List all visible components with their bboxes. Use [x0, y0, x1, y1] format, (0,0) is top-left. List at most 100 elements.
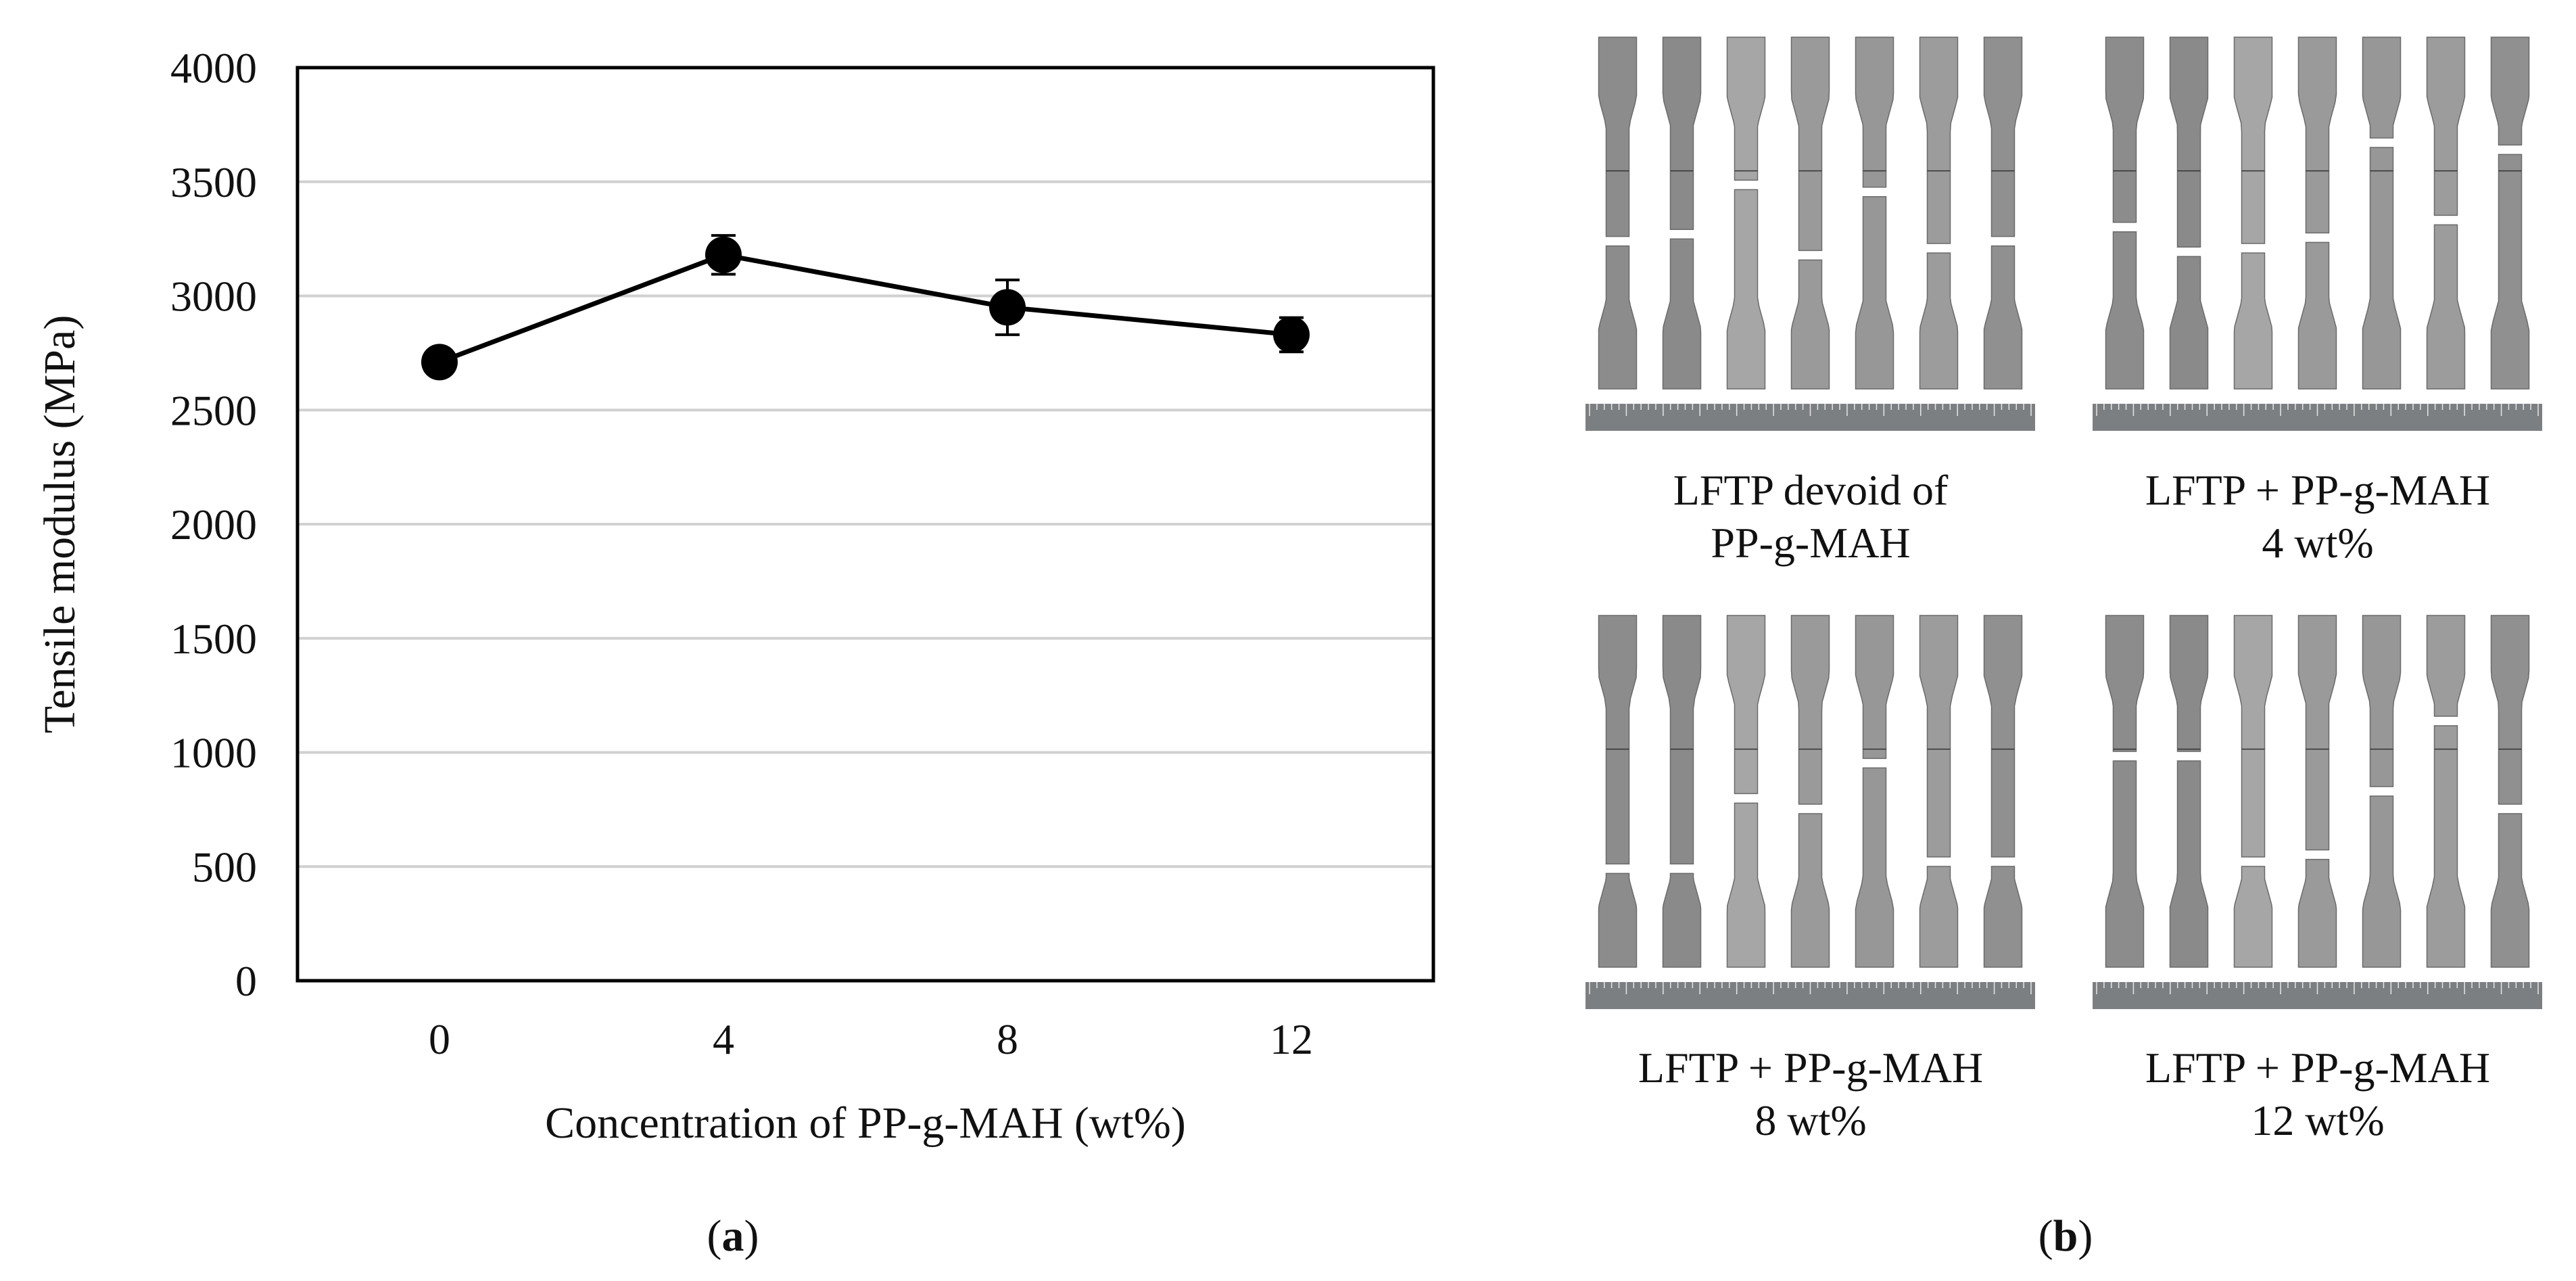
x-tick-label: 0 — [429, 1015, 450, 1063]
caption-8wt: LFTP + PP-g-MAH 8 wt% — [1567, 1042, 2054, 1147]
specimen-upper-half — [1662, 37, 1702, 230]
specimen-upper-half — [2105, 37, 2145, 223]
specimen-upper-half — [2169, 37, 2209, 248]
caption-12wt: LFTP + PP-g-MAH 12 wt% — [2074, 1042, 2561, 1147]
specimen-lower-half — [1983, 245, 2023, 390]
specimen-upper-half — [2426, 615, 2466, 717]
specimen-upper-half — [2297, 615, 2337, 851]
y-tick-label: 500 — [192, 843, 257, 891]
specimen-upper-half — [1855, 37, 1894, 188]
caption-line-2: 12 wt% — [2251, 1096, 2385, 1144]
specimen-lower-half — [1790, 813, 1830, 968]
specimen-upper-half — [2490, 37, 2530, 146]
data-point — [989, 289, 1026, 326]
specimen-lower-half — [2297, 858, 2337, 968]
specimen-lower-half — [2490, 154, 2530, 390]
specimen-lower-half — [1983, 866, 2023, 968]
specimen-lower-half — [2426, 725, 2466, 968]
specimen-upper-half — [1790, 615, 1830, 805]
y-tick-label: 3500 — [170, 158, 257, 206]
specimen-lower-half — [2105, 231, 2145, 390]
specimen-lower-half — [1598, 872, 1638, 968]
series-line — [438, 252, 1292, 365]
caption-4wt: LFTP + PP-g-MAH 4 wt% — [2074, 464, 2561, 569]
specimen-upper-half — [1919, 37, 1959, 244]
specimen-illustration — [2093, 615, 2542, 1009]
panel-a-label: (a) — [707, 1211, 759, 1261]
specimen-upper-half — [1726, 615, 1766, 795]
specimen-lower-half — [1726, 802, 1766, 968]
specimen-photo-4wt — [2093, 30, 2542, 436]
specimen-lower-half — [2105, 760, 2145, 968]
caption-line-1: LFTP devoid of — [1673, 466, 1949, 514]
specimen-lower-half — [2297, 241, 2337, 390]
caption-line-2: 4 wt% — [2262, 519, 2374, 567]
specimen-lower-half — [1855, 767, 1894, 968]
specimen-lower-half — [1919, 866, 1959, 968]
y-tick-label: 3000 — [170, 273, 257, 321]
specimen-lower-half — [2169, 760, 2209, 968]
panel-b-label: (b) — [2038, 1211, 2093, 1261]
specimen-upper-half — [2297, 37, 2337, 234]
caption-line-1: LFTP + PP-g-MAH — [2145, 1044, 2491, 1092]
x-tick-label: 4 — [713, 1015, 734, 1063]
caption-line-2: 8 wt% — [1755, 1096, 1867, 1144]
y-tick-label: 0 — [235, 957, 257, 1005]
specimen-lower-half — [2169, 256, 2209, 390]
caption-line-2: PP-g-MAH — [1711, 519, 1911, 567]
x-tick-labels: 0 4 8 12 — [429, 1015, 1313, 1063]
specimen-lower-half — [2233, 866, 2273, 968]
specimen-lower-half — [1726, 189, 1766, 390]
y-tick-label: 1000 — [170, 729, 257, 777]
specimen-upper-half — [2490, 615, 2530, 805]
data-series — [421, 234, 1310, 381]
specimen-illustration — [2093, 37, 2542, 431]
specimen-lower-half — [1790, 259, 1830, 390]
specimen-upper-half — [2105, 615, 2145, 752]
specimen-lower-half — [2233, 252, 2273, 390]
specimen-upper-half — [1726, 37, 1766, 181]
specimen-lower-half — [1855, 196, 1894, 390]
caption-line-1: LFTP + PP-g-MAH — [2145, 466, 2491, 514]
specimen-lower-half — [2362, 147, 2402, 390]
specimen-lower-half — [1919, 252, 1959, 390]
plot-frame — [295, 66, 1435, 983]
panel-a-letter: a — [721, 1211, 744, 1261]
specimen-photo-12wt — [2093, 609, 2542, 1015]
data-point — [421, 344, 458, 381]
x-axis-title: Concentration of PP-g-MAH (wt%) — [545, 1098, 1186, 1148]
specimen-upper-half — [1855, 615, 1894, 760]
specimen-upper-half — [2426, 37, 2466, 216]
x-tick-label: 12 — [1270, 1015, 1313, 1063]
specimen-upper-half — [1598, 615, 1638, 865]
data-point — [705, 236, 742, 273]
specimen-upper-half — [1983, 37, 2023, 237]
specimen-lower-half — [1662, 238, 1702, 390]
y-axis-title: Tensile modulus (MPa) — [35, 315, 85, 734]
specimen-illustration — [1585, 615, 2035, 1009]
specimen-lower-half — [2362, 795, 2402, 968]
specimen-upper-half — [1790, 37, 1830, 252]
y-tick-labels: 0 500 1000 1500 2000 2500 3000 3500 4000 — [170, 44, 257, 1005]
specimen-upper-half — [1983, 615, 2023, 858]
specimen-upper-half — [1662, 615, 1702, 865]
specimen-photo-8wt — [1585, 609, 2035, 1015]
specimen-lower-half — [1598, 245, 1638, 390]
data-point — [1273, 316, 1310, 353]
specimen-upper-half — [2233, 615, 2273, 858]
y-tick-label: 1500 — [170, 615, 257, 663]
chart-gridlines — [297, 180, 1433, 868]
specimen-upper-half — [2362, 37, 2402, 139]
y-tick-label: 4000 — [170, 44, 257, 92]
y-tick-label: 2000 — [170, 500, 257, 549]
specimen-lower-half — [2490, 813, 2530, 968]
x-tick-label: 8 — [997, 1015, 1018, 1063]
specimen-upper-half — [2169, 615, 2209, 752]
caption-line-1: LFTP + PP-g-MAH — [1638, 1044, 1984, 1092]
specimen-illustration — [1585, 37, 2035, 431]
specimen-upper-half — [2233, 37, 2273, 244]
y-tick-label: 2500 — [170, 386, 257, 434]
specimen-lower-half — [1662, 872, 1702, 968]
specimen-upper-half — [2362, 615, 2402, 787]
